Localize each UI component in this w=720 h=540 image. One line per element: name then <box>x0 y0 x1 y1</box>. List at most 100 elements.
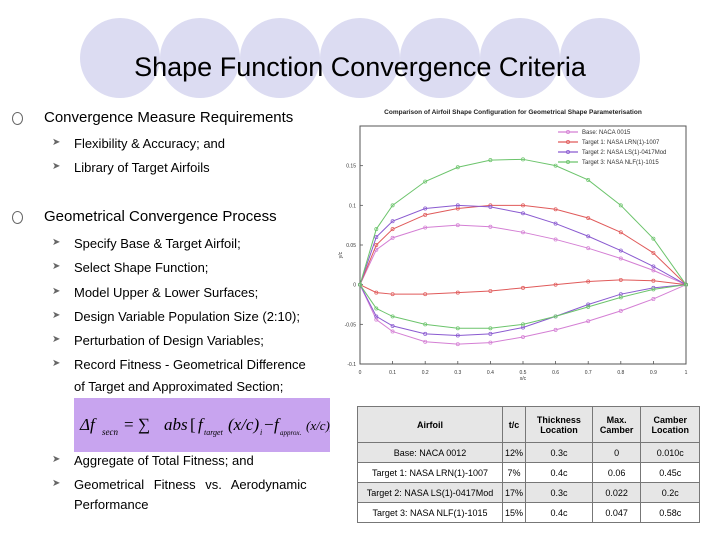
svg-text:f: f <box>274 415 281 434</box>
x-tick-label: 0.9 <box>650 370 657 376</box>
series-point <box>374 306 379 311</box>
table-header-row: Airfoil t/c Thickness Location Max. Camb… <box>357 406 700 443</box>
series-point <box>521 335 525 339</box>
series-point <box>488 224 493 229</box>
series-point <box>455 326 460 331</box>
legend-marker <box>566 160 570 164</box>
svg-text:secn: secn <box>102 427 118 437</box>
table-row: Target 2: NASA LS(1)-0417Mod 17% 0.3c 0.… <box>357 482 700 503</box>
table-cell: 7% <box>501 462 527 483</box>
y-tick-label: 0.05 <box>346 243 356 249</box>
x-tick-label: 0.8 <box>617 370 624 376</box>
series-line-lower <box>359 284 687 336</box>
table-cell: Base: NACA 0012 <box>357 442 503 463</box>
arrow-bullet-icon: ➤ <box>52 334 61 345</box>
series-line-lower <box>359 284 687 345</box>
table-cell: 0.2c <box>640 482 700 503</box>
table-cell: 0.4c <box>525 502 593 523</box>
series-point <box>651 268 656 273</box>
series-point <box>358 282 362 287</box>
series-point <box>586 302 591 307</box>
series-point <box>423 179 428 184</box>
series-point <box>455 290 460 295</box>
bullet-icon <box>12 112 23 125</box>
series-point <box>618 308 623 313</box>
x-tick-label: 0.1 <box>389 370 396 376</box>
series-point <box>651 236 656 241</box>
decor-circle <box>560 18 640 98</box>
series-point <box>390 219 395 224</box>
series-point <box>553 207 558 212</box>
fitness-formula-graphic: Δf secn = ∑ abs [ f target (x/c) i − f a… <box>79 415 335 437</box>
series-point <box>390 314 395 319</box>
series-point <box>488 204 493 209</box>
table-cell: 17% <box>501 482 527 503</box>
series-point <box>521 211 525 216</box>
arrow-bullet-icon: ➤ <box>52 454 61 465</box>
series-point <box>423 322 428 327</box>
series-point <box>390 323 395 328</box>
series-point <box>553 163 558 168</box>
series-point <box>488 158 493 163</box>
table-cell: 0.06 <box>591 462 642 483</box>
series-point <box>455 333 460 338</box>
svg-text:Δf: Δf <box>79 415 97 434</box>
section-heading: Geometrical Convergence Process <box>12 208 277 225</box>
legend-marker <box>566 150 570 154</box>
table-cell: 12% <box>501 442 527 463</box>
table-header: Airfoil <box>357 406 503 443</box>
series-point <box>488 331 493 336</box>
series-point <box>455 203 460 208</box>
x-tick-label: 0.5 <box>520 370 527 376</box>
series-point <box>651 250 656 255</box>
series-point <box>521 322 525 327</box>
airfoil-comparison-chart: 0 0.1 0.2 0.3 0.4 0.5 0.6 0.7 0.8 0.9 1 -0.1 -0.05 0 0… <box>338 109 688 382</box>
series-point <box>374 235 379 240</box>
series-point <box>374 243 379 247</box>
arrow-bullet-icon: ➤ <box>52 261 61 272</box>
table-cell: 0.4c <box>525 462 593 483</box>
legend-label: Base: NACA 0015 <box>582 130 631 136</box>
legend-marker <box>566 130 570 134</box>
series-point <box>488 326 493 331</box>
series-point <box>618 230 623 235</box>
table-cell: 15% <box>501 502 527 523</box>
table-cell: Target 2: NASA LS(1)-0417Mod <box>357 482 503 503</box>
y-tick-label: -0.05 <box>345 322 357 328</box>
table-header: t/c <box>501 406 527 443</box>
table-cell: 0.022 <box>591 482 642 503</box>
series-line-lower <box>359 284 687 329</box>
svg-text:−: − <box>264 415 274 434</box>
series-line-upper <box>359 224 687 286</box>
series-point <box>374 227 379 232</box>
decor-circle <box>320 18 400 98</box>
header-decoration <box>0 0 720 110</box>
decor-circle <box>480 18 560 98</box>
y-tick-label: 0.1 <box>349 203 356 209</box>
series-point <box>521 230 525 235</box>
x-tick-label: 0.6 <box>552 370 559 376</box>
x-tick-label: 0.7 <box>585 370 592 376</box>
series-point <box>390 329 395 334</box>
series-point <box>423 339 428 344</box>
y-axis-label: y/c <box>338 251 344 258</box>
series-point <box>390 203 395 208</box>
x-tick-label: 0.2 <box>422 370 429 376</box>
table-cell: 0.010c <box>640 442 700 463</box>
svg-text:approx.: approx. <box>280 429 302 437</box>
arrow-bullet-icon: ➤ <box>52 237 61 248</box>
legend-label: Target 3: NASA NLF(1)-1015 <box>582 160 659 166</box>
x-tick-label: 0.3 <box>454 370 461 376</box>
series-point <box>553 282 558 287</box>
series-point <box>651 278 656 283</box>
x-tick-label: 1 <box>685 370 688 376</box>
chart-title: Comparison of Airfoil Shape Configuratio… <box>384 109 642 116</box>
series-point <box>423 331 428 336</box>
series-line-upper <box>359 158 687 285</box>
series-point <box>455 165 460 170</box>
series-point <box>651 296 656 301</box>
series-point <box>521 203 525 208</box>
x-tick-label: 0 <box>359 370 362 376</box>
series-point <box>521 285 525 290</box>
svg-text:f: f <box>198 415 205 434</box>
